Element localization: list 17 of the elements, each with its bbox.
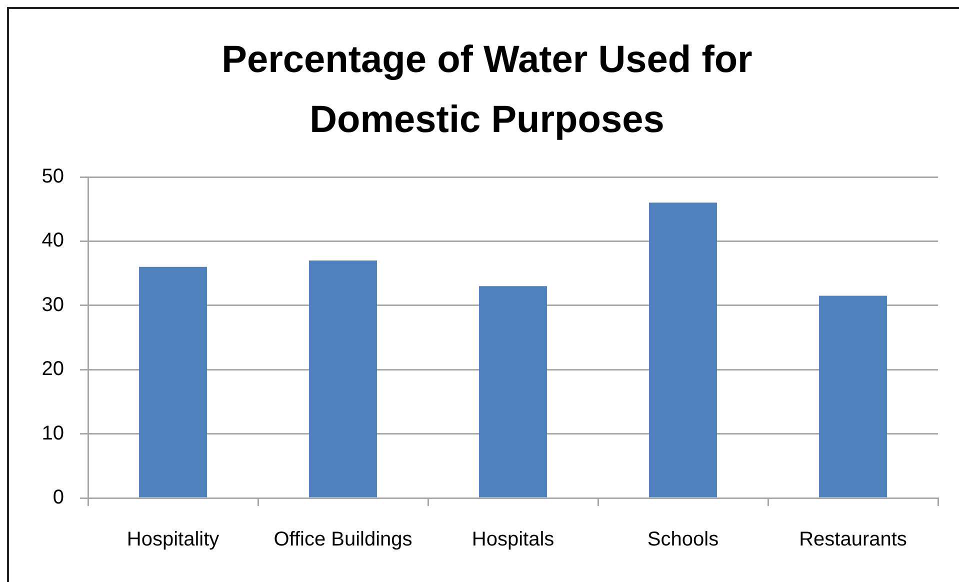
y-tick-label: 10: [42, 422, 64, 444]
x-tick-label: Office Buildings: [274, 528, 412, 551]
bar: [139, 266, 207, 498]
y-tick-label: 40: [42, 230, 64, 252]
x-tick-label: Hospitality: [126, 528, 220, 551]
bar: [649, 202, 717, 498]
x-tick-label: Restaurants: [799, 528, 907, 551]
x-tick-label: Hospitals: [472, 528, 554, 551]
y-tick-label: 50: [42, 166, 64, 188]
chart-title: Percentage of Water Used for Domestic Purposes: [220, 38, 754, 143]
bar: [479, 286, 547, 498]
bar: [819, 296, 887, 498]
y-tick-label: 0: [52, 486, 64, 509]
y-tick-label: 20: [42, 358, 64, 380]
x-tick-label: Schools: [647, 528, 719, 551]
y-tick-label: 30: [42, 294, 64, 316]
bar: [309, 260, 377, 498]
